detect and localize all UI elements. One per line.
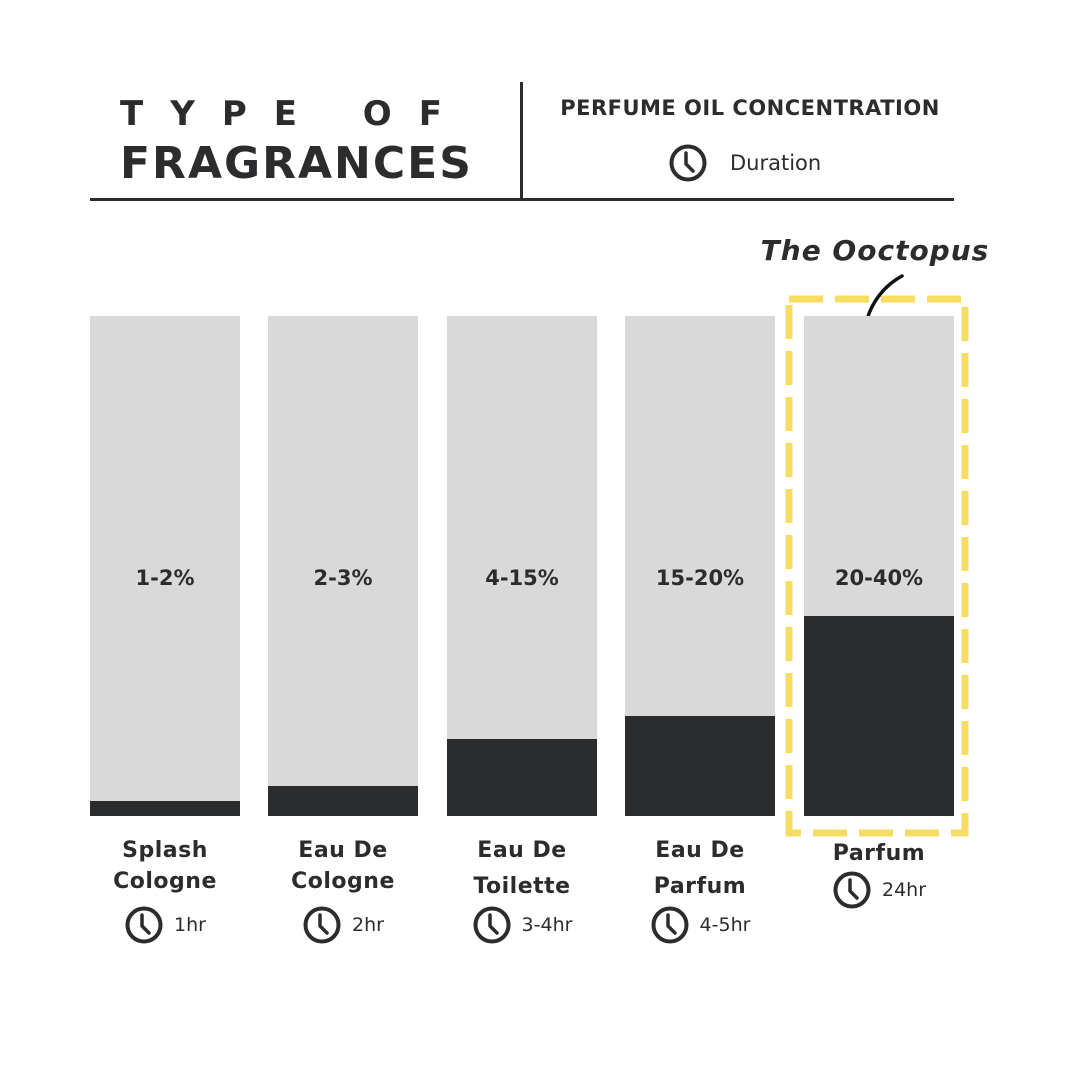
category-label-line: Splash xyxy=(122,838,208,863)
category-label: Eau De Cologne xyxy=(248,835,438,897)
bar-fill xyxy=(447,738,597,816)
highlight-label: The Ooctopus xyxy=(760,234,990,267)
clock-icon xyxy=(124,905,164,945)
legend-duration: Duration xyxy=(668,143,821,183)
bar-fill xyxy=(268,786,418,816)
category-label-line: Parfum xyxy=(653,874,747,899)
clock-icon xyxy=(668,143,708,183)
category-label: Splash Cologne xyxy=(70,835,260,897)
duration-value: 3-4hr xyxy=(521,914,573,936)
legend-title: PERFUME OIL CONCENTRATION xyxy=(560,96,940,120)
title-line-1: TYPE OF xyxy=(120,94,469,134)
concentration-label: 4-15% xyxy=(485,566,559,590)
bar-track xyxy=(268,316,418,816)
header-divider-vertical xyxy=(520,82,523,200)
category-label-line: Toilette xyxy=(473,874,571,899)
duration-value: 2hr xyxy=(352,914,384,936)
duration: 24hr xyxy=(804,870,954,910)
category-label-line: Cologne xyxy=(291,869,395,894)
duration-value: 24hr xyxy=(881,879,927,901)
category-label-line: Eau De xyxy=(655,838,745,863)
bar-fill xyxy=(625,716,775,816)
bar-track xyxy=(90,316,240,816)
clock-icon xyxy=(650,905,690,945)
bar-track xyxy=(447,316,597,816)
duration-value: 4-5hr xyxy=(699,914,751,936)
clock-icon xyxy=(472,905,512,945)
concentration-label: 20-40% xyxy=(834,566,924,590)
clock-icon xyxy=(302,905,342,945)
category-label-line: Cologne xyxy=(113,869,217,894)
category-label: Eau De Toilette xyxy=(427,835,617,902)
concentration-label: 1-2% xyxy=(135,566,195,590)
duration: 1hr xyxy=(90,905,240,945)
category-label-line: Eau De xyxy=(298,838,388,863)
category-label-line: Eau De xyxy=(477,838,567,863)
concentration-label: 2-3% xyxy=(313,566,373,590)
legend-label: Duration xyxy=(730,151,822,175)
bar-fill xyxy=(804,616,954,816)
category-label: Parfum xyxy=(784,838,974,869)
category-label-line: Parfum xyxy=(832,841,926,866)
highlight-dashed-border xyxy=(785,295,969,837)
duration: 3-4hr xyxy=(447,905,597,945)
concentration-label: 15-20% xyxy=(655,566,745,590)
header-divider-horizontal xyxy=(90,198,954,201)
bar-fill xyxy=(90,801,240,816)
title-line-2: FRAGRANCES xyxy=(120,138,473,189)
duration: 2hr xyxy=(268,905,418,945)
category-label: Eau De Parfum xyxy=(605,835,795,902)
duration: 4-5hr xyxy=(625,905,775,945)
clock-icon xyxy=(832,870,872,910)
duration-value: 1hr xyxy=(174,914,206,936)
